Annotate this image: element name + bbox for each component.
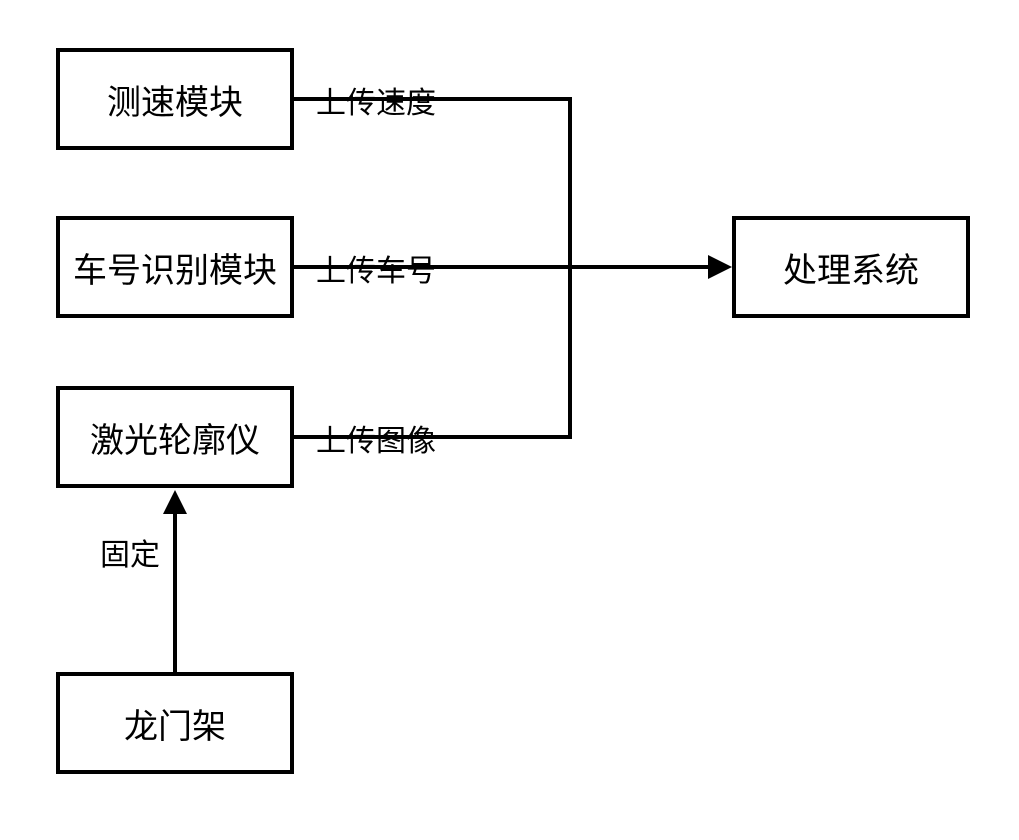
diagram-canvas: 测速模块 车号识别模块 激光轮廓仪 龙门架 处理系统 上传速度 上传车号 上传图…: [0, 0, 1019, 840]
edge-label-fixed: 固定: [100, 530, 160, 574]
node-laser-profiler: 激光轮廓仪: [56, 386, 294, 488]
edge-laser-to-bus: [294, 267, 570, 437]
edge-speed-to-bus: [294, 99, 570, 267]
node-carno-module: 车号识别模块: [56, 216, 294, 318]
node-speed-module: 测速模块: [56, 48, 294, 150]
edge-label-upload-carno: 上传车号: [316, 246, 436, 290]
node-label: 龙门架: [124, 699, 226, 748]
node-label: 车号识别模块: [73, 243, 277, 292]
edge-label-upload-image: 上传图像: [316, 416, 436, 460]
edge-label-upload-speed: 上传速度: [316, 78, 436, 122]
node-label: 测速模块: [107, 75, 243, 124]
node-gantry: 龙门架: [56, 672, 294, 774]
node-processing-system: 处理系统: [732, 216, 970, 318]
node-label: 激光轮廓仪: [90, 413, 260, 462]
node-label: 处理系统: [783, 243, 919, 292]
